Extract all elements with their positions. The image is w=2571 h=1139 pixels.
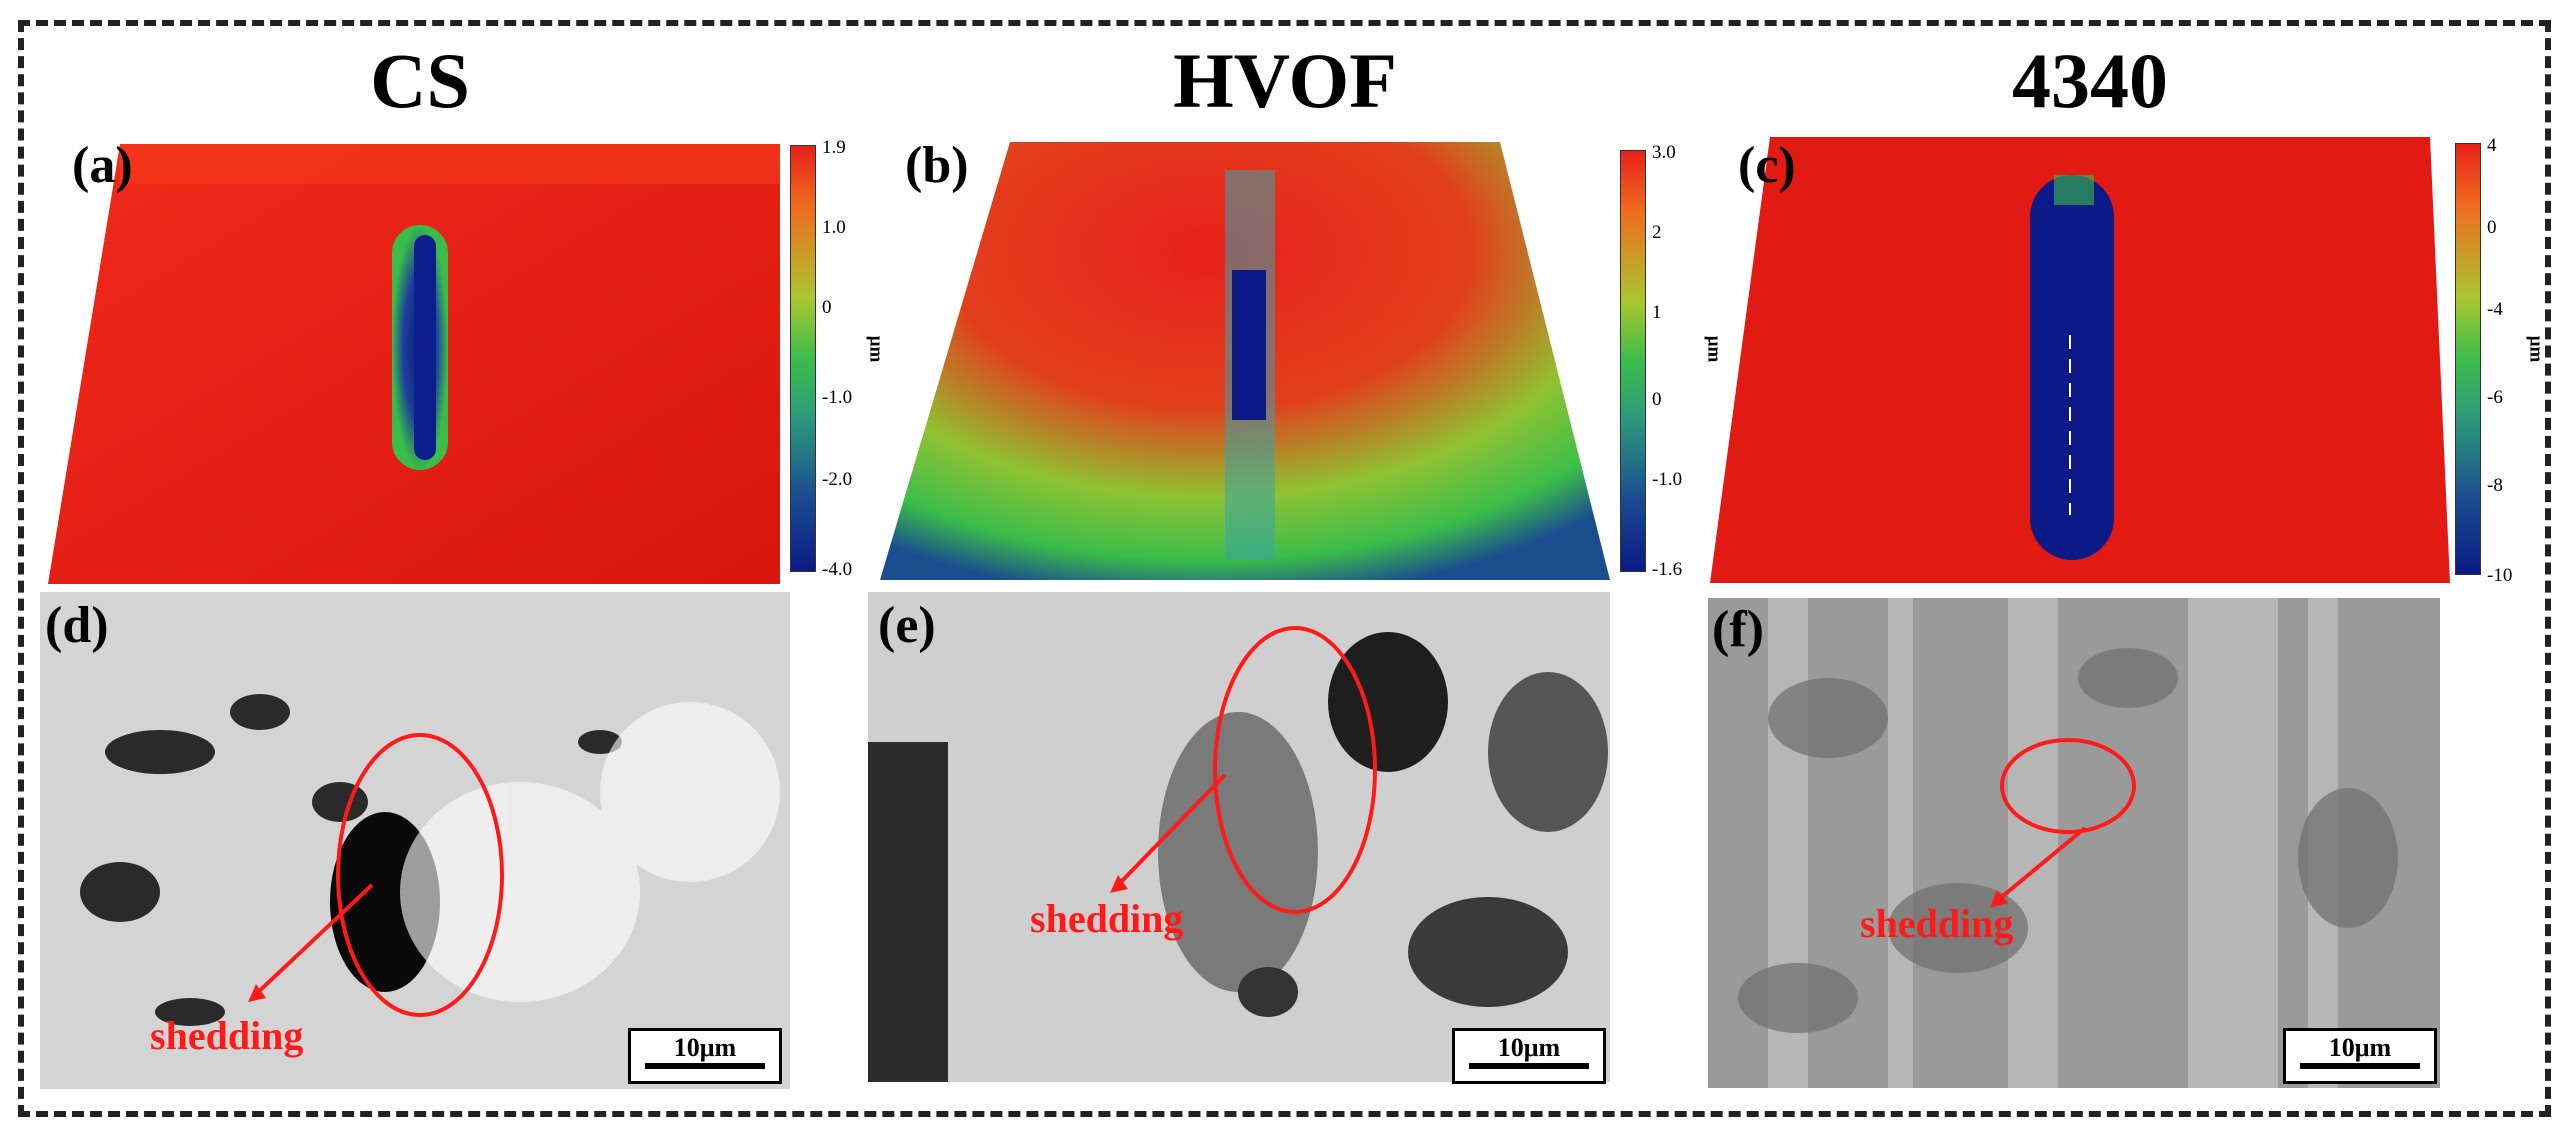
colorbar-a-tick: -2.0 — [822, 469, 853, 490]
colorbar-a-tick: -4.0 — [822, 559, 853, 580]
panel-label-b: (b) — [905, 137, 969, 194]
colorbar-b-tick: 0 — [1652, 389, 1662, 410]
surface-map-4340 — [1710, 137, 2450, 583]
highlight-ellipse — [1213, 626, 1377, 914]
colorbar-c-tick: -6 — [2487, 387, 2503, 408]
scale-bar-label: 10μm — [2328, 1033, 2392, 1062]
scale-bar-4340: 10μm — [2283, 1028, 2437, 1084]
colorbar-a-tick: 0 — [822, 297, 832, 318]
colorbar-c-tick: 4 — [2487, 135, 2497, 156]
shedding-marker-4340 — [1990, 738, 2136, 908]
scale-bar-hvof: 10μm — [1452, 1028, 1606, 1084]
panel-label-d: (d) — [45, 597, 109, 654]
sem-image-cs — [40, 592, 790, 1089]
colorbar-b — [1620, 150, 1646, 572]
colorbar-c — [2455, 143, 2481, 575]
panel-label-a: (a) — [72, 137, 133, 194]
colorbar-a-tick: 1.0 — [822, 217, 846, 238]
colorbar-b-tick: -1.0 — [1652, 469, 1683, 490]
figure-frame — [18, 20, 2551, 1117]
pointer-arrow — [1996, 826, 2087, 902]
colorbar-c-tick: -4 — [2487, 299, 2503, 320]
sem-image-hvof — [868, 592, 1610, 1082]
shedding-label-cs: shedding — [150, 1013, 304, 1058]
colorbar-c-tick: -8 — [2487, 475, 2503, 496]
colorbar-b-tick: 1 — [1652, 302, 1662, 323]
shedding-label-4340: shedding — [1860, 901, 2014, 946]
sem-image-4340 — [1708, 598, 2440, 1088]
scale-bar-cs: 10μm — [628, 1028, 782, 1084]
pointer-arrow — [1116, 773, 1227, 887]
colorbar-b-tick: -1.6 — [1652, 559, 1683, 580]
column-title-cs: CS — [370, 37, 470, 124]
column-title-4340: 4340 — [2012, 37, 2168, 124]
surface-map-cs — [48, 144, 780, 584]
panel-label-f: (f) — [1712, 601, 1764, 658]
colorbar-b-tick: 2 — [1652, 222, 1662, 243]
shedding-marker-hvof — [1110, 626, 1377, 914]
shedding-marker-cs — [248, 733, 504, 1017]
colorbar-c-unit: μm — [2525, 335, 2547, 363]
scale-bar-label: 10μm — [673, 1033, 737, 1062]
shedding-label-hvof: shedding — [1030, 896, 1184, 941]
colorbar-a-tick: -1.0 — [822, 387, 853, 408]
colorbar-a-tick: 1.9 — [822, 137, 846, 158]
pointer-arrow — [253, 883, 374, 997]
colorbar-a — [790, 145, 816, 572]
surface-map-hvof — [880, 142, 1610, 580]
colorbar-c-tick: 0 — [2487, 217, 2497, 238]
scale-bar-label: 10μm — [1497, 1033, 1561, 1062]
highlight-ellipse — [2000, 738, 2136, 834]
colorbar-c-tick: -10 — [2487, 565, 2513, 586]
wear-groove — [2030, 175, 2114, 560]
panel-label-e: (e) — [878, 597, 936, 654]
panel-label-c: (c) — [1738, 137, 1796, 194]
column-title-hvof: HVOF — [1173, 37, 1397, 124]
highlight-ellipse — [336, 733, 504, 1017]
colorbar-b-tick: 3.0 — [1652, 142, 1676, 163]
